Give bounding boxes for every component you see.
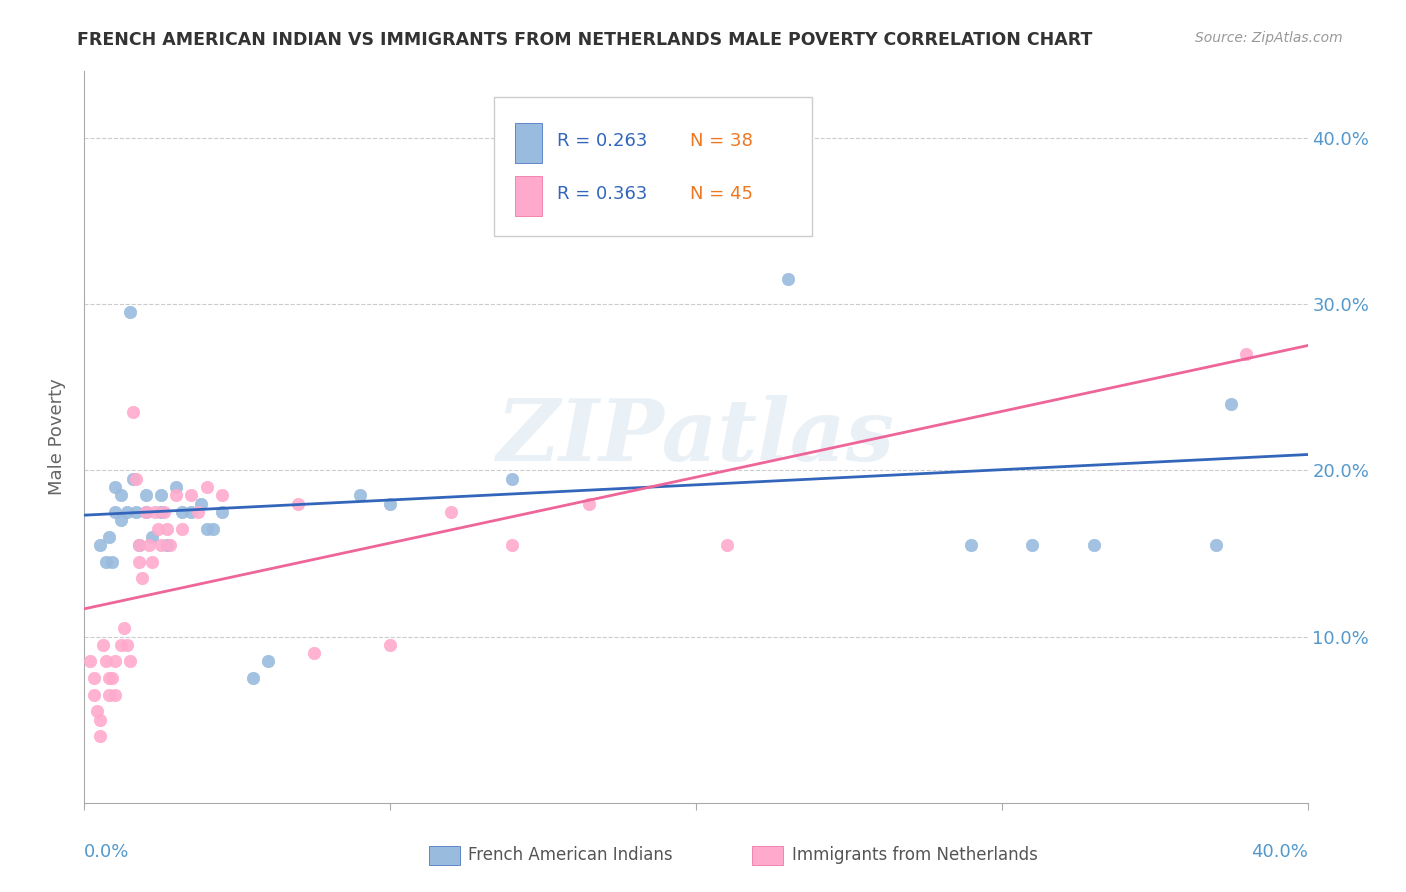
Point xyxy=(101,671,124,685)
Point xyxy=(89,538,111,552)
Point xyxy=(101,555,124,569)
Point xyxy=(146,521,169,535)
Point xyxy=(165,488,187,502)
Point xyxy=(141,530,163,544)
Point xyxy=(159,538,181,552)
Point xyxy=(83,688,105,702)
Point xyxy=(91,638,114,652)
Point xyxy=(153,505,176,519)
Text: French American Indians: French American Indians xyxy=(468,847,673,864)
Text: Immigrants from Netherlands: Immigrants from Netherlands xyxy=(792,847,1038,864)
Point xyxy=(1083,538,1105,552)
FancyBboxPatch shape xyxy=(494,97,813,235)
Point xyxy=(89,713,111,727)
Point xyxy=(135,505,157,519)
Point xyxy=(195,521,218,535)
Text: R = 0.263: R = 0.263 xyxy=(557,132,647,150)
Point xyxy=(122,472,145,486)
Point xyxy=(115,505,138,519)
Point xyxy=(172,521,194,535)
Point xyxy=(131,571,153,585)
Point xyxy=(257,655,280,669)
Point xyxy=(79,655,101,669)
Point xyxy=(156,521,179,535)
Point xyxy=(380,497,402,511)
Point xyxy=(110,488,132,502)
Point xyxy=(141,555,163,569)
Point xyxy=(201,521,224,535)
Point xyxy=(97,671,120,685)
Point xyxy=(380,638,402,652)
Point xyxy=(287,497,309,511)
Point xyxy=(94,555,117,569)
Point xyxy=(110,638,132,652)
Bar xyxy=(515,176,541,216)
Point xyxy=(180,505,202,519)
Point xyxy=(89,729,111,743)
Point xyxy=(122,405,145,419)
Point xyxy=(186,505,208,519)
Point xyxy=(440,505,463,519)
Point xyxy=(172,505,194,519)
Point xyxy=(1236,347,1258,361)
Point xyxy=(578,164,600,178)
Point xyxy=(125,505,148,519)
Point xyxy=(128,538,150,552)
Point xyxy=(180,488,202,502)
Point xyxy=(211,488,233,502)
Y-axis label: Male Poverty: Male Poverty xyxy=(48,379,66,495)
Point xyxy=(128,555,150,569)
Point xyxy=(112,621,135,635)
Point xyxy=(138,538,160,552)
Point xyxy=(97,530,120,544)
Point xyxy=(149,505,172,519)
Point xyxy=(86,705,108,719)
Text: ZIPatlas: ZIPatlas xyxy=(496,395,896,479)
Point xyxy=(110,513,132,527)
Point xyxy=(120,305,142,319)
Point xyxy=(143,505,166,519)
Point xyxy=(1021,538,1043,552)
Point xyxy=(104,655,127,669)
Point xyxy=(242,671,264,685)
Point xyxy=(97,688,120,702)
Point xyxy=(128,538,150,552)
Point xyxy=(502,472,524,486)
Point xyxy=(104,480,127,494)
Point xyxy=(1205,538,1227,552)
Point xyxy=(149,538,172,552)
Point xyxy=(135,488,157,502)
Text: R = 0.363: R = 0.363 xyxy=(557,186,647,203)
Point xyxy=(156,538,179,552)
Point xyxy=(94,655,117,669)
Text: 0.0%: 0.0% xyxy=(84,843,129,861)
Point xyxy=(302,646,325,660)
Point xyxy=(716,538,738,552)
Point xyxy=(502,538,524,552)
Text: FRENCH AMERICAN INDIAN VS IMMIGRANTS FROM NETHERLANDS MALE POVERTY CORRELATION C: FRENCH AMERICAN INDIAN VS IMMIGRANTS FRO… xyxy=(77,31,1092,49)
Point xyxy=(1220,397,1243,411)
Bar xyxy=(515,122,541,163)
Point xyxy=(104,688,127,702)
Text: Source: ZipAtlas.com: Source: ZipAtlas.com xyxy=(1195,31,1343,45)
Point xyxy=(960,538,983,552)
Point xyxy=(104,505,127,519)
Point xyxy=(165,480,187,494)
Point xyxy=(349,488,371,502)
Point xyxy=(211,505,233,519)
Text: 40.0%: 40.0% xyxy=(1251,843,1308,861)
Point xyxy=(776,272,799,286)
Point xyxy=(115,638,138,652)
Point xyxy=(578,497,600,511)
Point xyxy=(83,671,105,685)
Point xyxy=(120,655,142,669)
Point xyxy=(190,497,212,511)
Point xyxy=(195,480,218,494)
Point xyxy=(149,488,172,502)
Text: N = 38: N = 38 xyxy=(690,132,752,150)
Text: N = 45: N = 45 xyxy=(690,186,752,203)
Point xyxy=(135,505,157,519)
Point xyxy=(125,472,148,486)
